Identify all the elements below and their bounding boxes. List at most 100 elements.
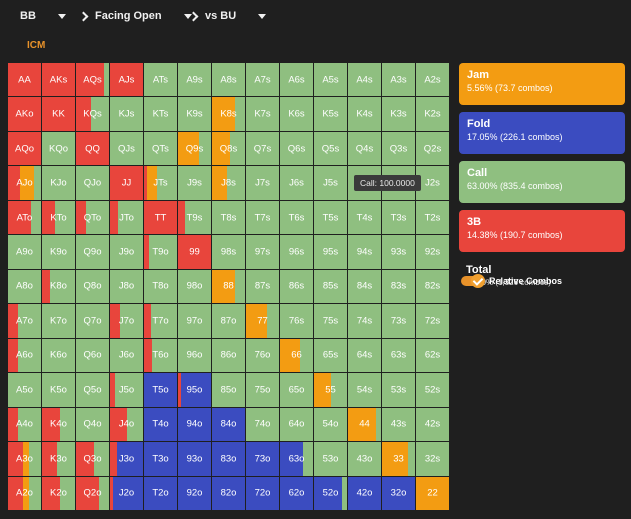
hand-cell[interactable]: AA xyxy=(8,63,41,97)
hand-cell[interactable]: 82o xyxy=(212,476,245,510)
hand-cell[interactable]: 74s xyxy=(348,304,381,338)
hand-cell[interactable]: A9s xyxy=(178,63,211,97)
hand-cell[interactable]: 97o xyxy=(178,304,211,338)
hand-cell[interactable]: AJs xyxy=(110,63,143,97)
hand-cell[interactable]: 82s xyxy=(416,269,449,304)
hand-cell[interactable]: A8s xyxy=(212,63,245,97)
hand-cell[interactable]: Q7o xyxy=(76,304,109,338)
hand-cell[interactable]: Q2s xyxy=(416,131,449,166)
hand-cell[interactable]: 98s xyxy=(212,235,245,269)
hand-cell[interactable]: J7o xyxy=(110,304,143,338)
hand-cell[interactable]: Q4o xyxy=(76,407,109,442)
hand-cell[interactable]: KJs xyxy=(110,97,143,131)
hand-cell[interactable]: 95s xyxy=(314,235,347,269)
hand-cell[interactable]: J4o xyxy=(110,407,143,442)
hand-cell[interactable]: 22 xyxy=(416,476,449,510)
hand-cell[interactable]: AJo xyxy=(8,166,41,200)
scenario-selector[interactable]: Facing Open xyxy=(78,10,192,22)
hand-cell[interactable]: J3o xyxy=(110,442,143,476)
hand-cell[interactable]: KQs xyxy=(76,97,109,131)
hand-cell[interactable]: AKo xyxy=(8,97,41,131)
hand-cell[interactable]: K9s xyxy=(178,97,211,131)
toggle-switch[interactable] xyxy=(461,274,485,288)
hand-cell[interactable]: J9o xyxy=(110,235,143,269)
hand-cell[interactable]: 63s xyxy=(382,338,415,373)
hand-cell[interactable]: A4o xyxy=(8,407,41,442)
hand-cell[interactable]: 52s xyxy=(416,373,449,407)
hand-cell[interactable]: 94o xyxy=(178,407,211,442)
hand-cell[interactable]: T9s xyxy=(178,200,211,235)
hand-cell[interactable]: 75s xyxy=(314,304,347,338)
hand-cell[interactable]: AKs xyxy=(42,63,75,97)
hand-cell[interactable]: 76s xyxy=(280,304,313,338)
hand-cell[interactable]: A7s xyxy=(246,63,279,97)
hand-cell[interactable]: T9o xyxy=(144,235,177,269)
hand-cell[interactable]: 84s xyxy=(348,269,381,304)
hand-cell[interactable]: T3s xyxy=(382,200,415,235)
hand-cell[interactable]: 62o xyxy=(280,476,313,510)
hand-cell[interactable]: 44 xyxy=(348,407,381,442)
hand-cell[interactable]: 42s xyxy=(416,407,449,442)
hand-cell[interactable]: 33 xyxy=(382,442,415,476)
hand-cell[interactable]: J6o xyxy=(110,338,143,373)
hand-cell[interactable]: JTo xyxy=(110,200,143,235)
hand-cell[interactable]: QTs xyxy=(144,131,177,166)
hand-cell[interactable]: 32o xyxy=(382,476,415,510)
hand-cell[interactable]: KK xyxy=(42,97,75,131)
hand-cell[interactable]: Q3o xyxy=(76,442,109,476)
hand-cell[interactable]: Q2o xyxy=(76,476,109,510)
hand-cell[interactable]: T2s xyxy=(416,200,449,235)
hand-cell[interactable]: K7s xyxy=(246,97,279,131)
hand-cell[interactable]: 54o xyxy=(314,407,347,442)
hand-cell[interactable]: 53s xyxy=(382,373,415,407)
hand-cell[interactable]: K2s xyxy=(416,97,449,131)
hand-cell[interactable]: JTs xyxy=(144,166,177,200)
hand-cell[interactable]: 84o xyxy=(212,407,245,442)
hand-cell[interactable]: T4o xyxy=(144,407,177,442)
hand-cell[interactable]: 92o xyxy=(178,476,211,510)
action-call[interactable]: Call 63.00% (835.4 combos) xyxy=(459,161,625,203)
hand-cell[interactable]: K7o xyxy=(42,304,75,338)
hand-cell[interactable]: A5s xyxy=(314,63,347,97)
hand-cell[interactable]: 87o xyxy=(212,304,245,338)
hand-cell[interactable]: J9s xyxy=(178,166,211,200)
hand-cell[interactable]: 74o xyxy=(246,407,279,442)
hand-cell[interactable]: T2o xyxy=(144,476,177,510)
hand-cell[interactable]: 75o xyxy=(246,373,279,407)
hand-cell[interactable]: T6s xyxy=(280,200,313,235)
hand-cell[interactable]: T7s xyxy=(246,200,279,235)
tab-icm[interactable]: ICM xyxy=(27,40,46,51)
hand-cell[interactable]: J6s xyxy=(280,166,313,200)
hand-cell[interactable]: A6s xyxy=(280,63,313,97)
action-fold[interactable]: Fold 17.05% (226.1 combos) xyxy=(459,112,625,154)
hand-cell[interactable]: A4s xyxy=(348,63,381,97)
hand-cell[interactable]: 87s xyxy=(246,269,279,304)
hand-cell[interactable]: 62s xyxy=(416,338,449,373)
hand-cell[interactable]: 96o xyxy=(178,338,211,373)
hand-cell[interactable]: AQo xyxy=(8,131,41,166)
hand-cell[interactable]: Q6o xyxy=(76,338,109,373)
hand-cell[interactable]: Q9s xyxy=(178,131,211,166)
hand-cell[interactable]: J8o xyxy=(110,269,143,304)
hand-cell[interactable]: QJo xyxy=(76,166,109,200)
opponent-selector[interactable]: vs BU xyxy=(188,10,267,22)
hand-cell[interactable]: J5s xyxy=(314,166,347,200)
hand-cell[interactable]: 55 xyxy=(314,373,347,407)
hand-cell[interactable]: J2o xyxy=(110,476,143,510)
hand-cell[interactable]: T8s xyxy=(212,200,245,235)
hand-cell[interactable]: QTo xyxy=(76,200,109,235)
hand-cell[interactable]: K6s xyxy=(280,97,313,131)
hand-cell[interactable]: Q8o xyxy=(76,269,109,304)
hand-cell[interactable]: Q3s xyxy=(382,131,415,166)
hand-cell[interactable]: JJ xyxy=(110,166,143,200)
hand-cell[interactable]: K4s xyxy=(348,97,381,131)
hand-cell[interactable]: 64o xyxy=(280,407,313,442)
hand-cell[interactable]: T8o xyxy=(144,269,177,304)
hand-cell[interactable]: A5o xyxy=(8,373,41,407)
hand-cell[interactable]: T3o xyxy=(144,442,177,476)
hand-cell[interactable]: 66 xyxy=(280,338,313,373)
hand-cell[interactable]: 65s xyxy=(314,338,347,373)
hand-cell[interactable]: 93s xyxy=(382,235,415,269)
hand-cell[interactable]: A8o xyxy=(8,269,41,304)
hand-cell[interactable]: QQ xyxy=(76,131,109,166)
